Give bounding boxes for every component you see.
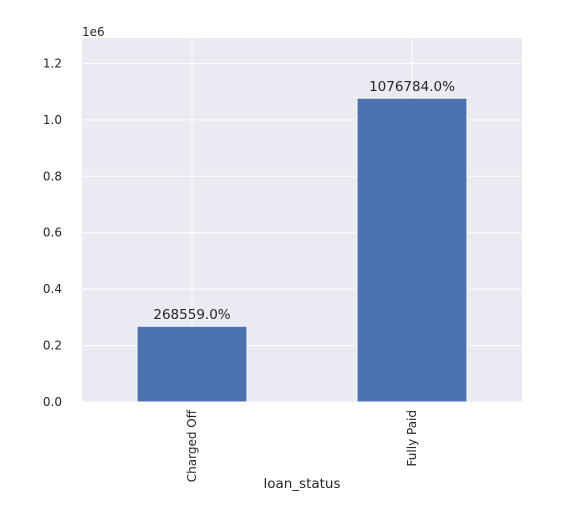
y-tick-label: 0.8 bbox=[43, 169, 62, 183]
y-tick-label: 0.4 bbox=[43, 282, 62, 296]
x-tick-label: Fully Paid bbox=[405, 410, 419, 466]
y-tick-label: 1.2 bbox=[43, 56, 62, 70]
y-tick-label: 1.0 bbox=[43, 113, 62, 127]
y-tick-label: 0.2 bbox=[43, 339, 62, 353]
y-axis-offset-label: 1e6 bbox=[82, 25, 105, 39]
data-labels: 268559.0% 1076784.0% bbox=[153, 79, 455, 323]
y-tick-labels: 0.0 0.2 0.4 0.6 0.8 1.0 1.2 bbox=[43, 56, 62, 409]
bar bbox=[356, 97, 468, 403]
bars bbox=[136, 97, 468, 403]
data-label: 268559.0% bbox=[153, 307, 230, 323]
y-tick-label: 0.0 bbox=[43, 395, 62, 409]
x-tick-labels: Charged Off Fully Paid bbox=[185, 409, 419, 482]
y-tick-label: 0.6 bbox=[43, 226, 62, 240]
data-label: 1076784.0% bbox=[369, 79, 455, 95]
x-tick-label: Charged Off bbox=[185, 409, 199, 482]
x-axis-title: loan_status bbox=[263, 476, 340, 492]
bar bbox=[136, 325, 248, 403]
